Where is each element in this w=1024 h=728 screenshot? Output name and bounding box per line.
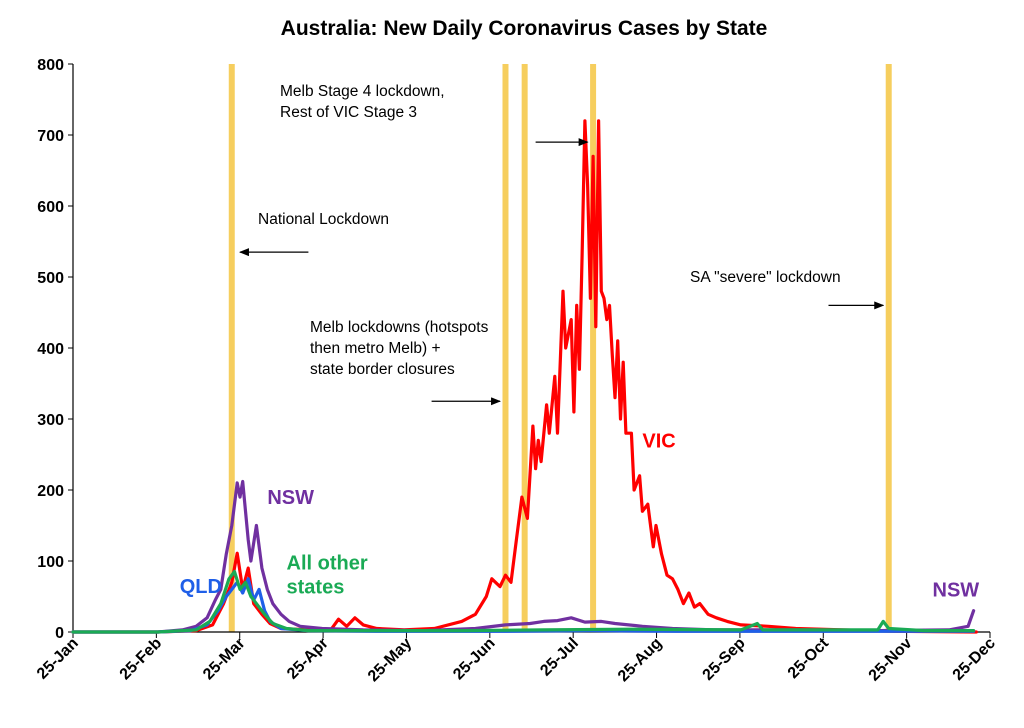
annotation-text: state border closures <box>310 361 455 378</box>
x-tick-label: 25-Sep <box>700 635 749 684</box>
series-label: NSW <box>267 487 314 509</box>
series-label: VIC <box>642 430 675 452</box>
y-tick-label: 0 <box>55 625 64 642</box>
x-tick-label: 25-Dec <box>950 635 999 684</box>
x-tick-label: 25-Aug <box>615 635 665 685</box>
x-tick-label: 25-Oct <box>785 634 833 682</box>
series-lines <box>71 119 978 634</box>
y-tick-label: 800 <box>37 57 64 74</box>
series-label: All other <box>287 553 368 575</box>
y-tick-label: 600 <box>37 199 64 216</box>
annotation-text: Rest of VIC Stage 3 <box>280 104 417 121</box>
x-tick-label: 25-Feb <box>117 635 166 684</box>
y-tick-label: 500 <box>37 270 64 287</box>
annotation-text: Melb Stage 4 lockdown, <box>280 83 445 100</box>
x-tick-label: 25-May <box>365 635 415 685</box>
x-tick-label: 25-Apr <box>284 635 332 683</box>
x-tick-label: 25-Nov <box>866 635 916 685</box>
series-line <box>71 479 976 634</box>
x-tick-label: 25-Jun <box>450 635 498 683</box>
series-label: NSW <box>933 580 980 602</box>
y-tick-label: 300 <box>37 412 64 429</box>
annotation-text: Melb lockdowns (hotspots <box>310 319 489 336</box>
series-line <box>71 570 976 634</box>
series-line <box>71 119 978 634</box>
annotation-text: then metro Melb) + <box>310 340 441 357</box>
x-tick-label: 25-Jul <box>537 635 582 680</box>
annotations: Melb Stage 4 lockdown, Rest of VIC Stage … <box>238 83 885 406</box>
y-tick-label: 400 <box>37 341 64 358</box>
chart-title: Australia: New Daily Coronavirus Cases b… <box>281 17 768 40</box>
annotation-text: SA "severe" lockdown <box>690 269 841 286</box>
annotation-text: National Lockdown <box>258 211 389 228</box>
y-tick-label: 100 <box>37 554 64 571</box>
series-label: QLD <box>180 576 222 598</box>
y-tick-label: 200 <box>37 483 64 500</box>
series-label: states <box>287 577 345 599</box>
x-tick-label: 25-Mar <box>200 635 248 683</box>
y-tick-label: 700 <box>37 128 64 145</box>
